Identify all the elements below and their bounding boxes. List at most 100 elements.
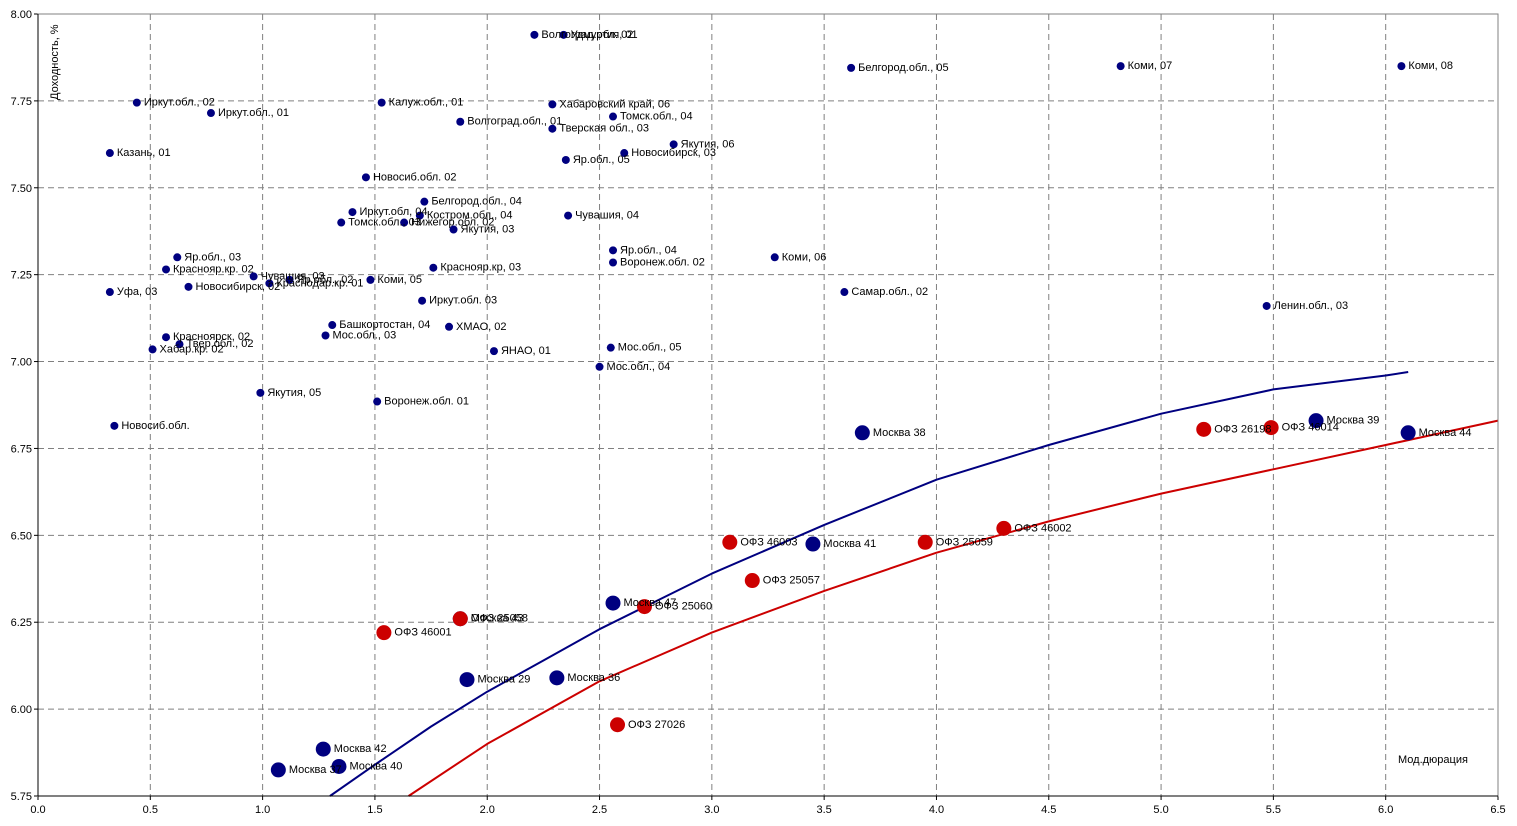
regional-bond-point: [206, 109, 215, 118]
y-tick-label: 7.25: [11, 270, 32, 282]
moscow-bond-point: [331, 758, 347, 774]
point-label: ОФЗ 25060: [655, 601, 712, 613]
ofz-bond-point: [1196, 421, 1212, 437]
regional-bond-point: [162, 265, 171, 274]
point-label: Самар.обл., 02: [851, 286, 928, 298]
regional-bond-point: [530, 30, 539, 39]
grid: [38, 14, 1498, 796]
ofz-bond-point: [452, 611, 468, 627]
point-label: Москва 39: [1327, 415, 1380, 427]
point-label: Казань, 01: [117, 147, 171, 159]
regional-bond-point: [429, 263, 438, 272]
regional-bond-point: [337, 218, 346, 227]
regional-bond-point: [456, 117, 465, 126]
point-label: Хабар.кр. 02: [160, 343, 224, 355]
point-label: Волгоград.обл., 01: [467, 116, 562, 128]
x-axis-title: Мод.дюрация: [1398, 754, 1468, 766]
regional-bond-point: [348, 208, 357, 217]
data-points: [105, 30, 1416, 778]
y-tick-label: 5.75: [11, 791, 32, 803]
x-tick-label: 4.5: [1041, 804, 1056, 816]
point-label: ОФЗ 27026: [628, 719, 685, 731]
moscow-bond-point: [549, 670, 565, 686]
point-label: Москва 41: [823, 538, 876, 550]
y-tick-label: 6.25: [11, 617, 32, 629]
regional-bond-point: [609, 112, 618, 121]
regional-bond-point: [285, 275, 294, 284]
point-label: Костром.обл., 04: [427, 210, 513, 222]
point-label: Ленин.обл., 03: [1274, 300, 1348, 312]
regional-bond-point: [400, 218, 409, 227]
point-label: Коми, 05: [377, 274, 422, 286]
point-label: Белгород.обл., 05: [858, 62, 949, 74]
regional-bond-point: [249, 272, 258, 281]
regional-bond-point: [377, 98, 386, 107]
regional-bond-point: [256, 388, 265, 397]
moscow-bond-point: [270, 762, 286, 778]
point-label: Коми, 07: [1128, 60, 1173, 72]
point-label: Новосибирск, 03: [631, 147, 716, 159]
point-label: Якутия, 03: [461, 223, 515, 235]
point-label: Томск.обл., 03: [348, 217, 421, 229]
x-tick-label: 6.0: [1378, 804, 1393, 816]
trend-curves: [329, 371, 1499, 797]
ofz-bond-point: [722, 534, 738, 550]
x-tick-label: 3.5: [817, 804, 832, 816]
regional-bond-point: [162, 333, 171, 342]
point-label: Иркут.обл. 03: [429, 295, 497, 307]
y-tick-label: 8.00: [11, 9, 32, 21]
point-label: Москва 42: [334, 743, 387, 755]
point-label: ОФЗ 46002: [1014, 522, 1071, 534]
point-label: Краснодар.кр. 01: [276, 277, 363, 289]
regional-bond-point: [559, 30, 568, 39]
point-label: Москва 43: [471, 613, 524, 625]
x-tick-label: 5.5: [1266, 804, 1281, 816]
ofz-bond-point: [744, 573, 760, 589]
point-label: Башкортостан, 04: [339, 319, 430, 331]
point-label: Удмуртия, 01: [571, 29, 638, 41]
regional-bond-point: [449, 225, 458, 234]
x-tick-labels: 0.0 0.5 1.0 1.5 2.0 2.5 3.0 3.5 4.0 4.5 5.0 5.5 6.0 6…: [30, 804, 1505, 816]
point-label: ЯНАО, 01: [501, 345, 551, 357]
point-label: Якутия, 06: [681, 138, 735, 150]
x-tick-label: 4.0: [929, 804, 944, 816]
trend-curve-moscow: [329, 371, 1409, 797]
point-label: Иркут.обл, 04: [359, 206, 427, 218]
regional-bond-point: [595, 362, 604, 371]
regional-bond-point: [148, 345, 157, 354]
moscow-bond-point: [1308, 413, 1324, 429]
ofz-bond-point: [1263, 420, 1279, 436]
x-tick-label: 3.0: [704, 804, 719, 816]
point-label: Коми, 08: [1408, 60, 1453, 72]
point-label: Хабаровский край, 06: [559, 98, 670, 110]
y-tick-label: 7.00: [11, 357, 32, 369]
regional-bond-point: [548, 100, 557, 109]
x-tick-label: 5.0: [1153, 804, 1168, 816]
point-label: Твер.обл., 02: [187, 338, 254, 350]
point-label: Москва 44: [1419, 427, 1472, 439]
regional-bond-point: [561, 155, 570, 164]
point-label: Краснояр.кр, 03: [440, 262, 521, 274]
regional-bond-point: [548, 124, 557, 133]
point-label: ОФЗ 25058: [471, 613, 528, 625]
regional-bond-point: [840, 288, 849, 297]
point-label: Волгоград.обл. 02: [541, 29, 633, 41]
point-label: Белгород.обл., 04: [431, 196, 522, 208]
regional-bond-point: [620, 149, 629, 158]
point-label: Томск.обл., 04: [620, 111, 693, 123]
y-tick-labels: 5.75 6.00 6.25 6.50 6.75 7.00 7.25 7.50 7.75 8.00: [11, 9, 32, 803]
point-label: Мос.обл., 05: [618, 342, 682, 354]
regional-bond-point: [265, 279, 274, 288]
point-label: Москва 47: [624, 597, 677, 609]
regional-bond-point: [361, 173, 370, 182]
y-tick-label: 6.75: [11, 443, 32, 455]
point-label: Москва 36: [567, 672, 620, 684]
point-label: Москва 37: [289, 764, 342, 776]
x-tick-label: 0.5: [143, 804, 158, 816]
x-tick-label: 2.0: [480, 804, 495, 816]
regional-bond-point: [110, 421, 119, 430]
moscow-bond-point: [854, 425, 870, 441]
regional-bond-point: [105, 288, 114, 297]
point-label: Тверская обл., 03: [559, 123, 649, 135]
